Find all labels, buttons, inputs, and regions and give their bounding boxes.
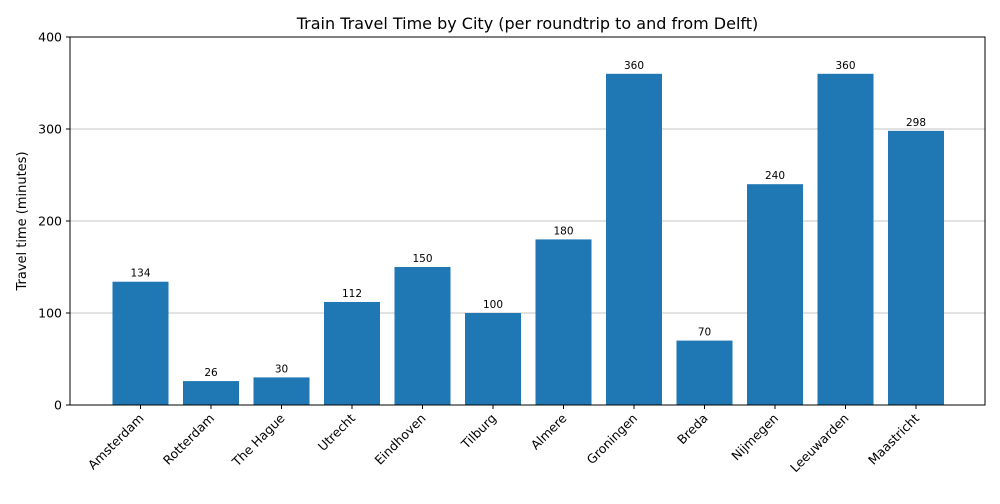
x-tick-label: Breda <box>674 411 711 448</box>
data-label: 112 <box>342 288 362 300</box>
x-tick-label: Amsterdam <box>85 411 147 473</box>
data-label: 30 <box>275 363 288 375</box>
data-label: 298 <box>906 117 926 129</box>
x-tick-label: Leeuwarden <box>787 411 852 476</box>
y-tick-label: 300 <box>38 122 62 137</box>
data-label: 150 <box>412 253 432 265</box>
x-ticks: Amsterdam Rotterdam The Hague Utrecht Eindho… <box>85 405 922 475</box>
data-label: 70 <box>698 327 711 339</box>
x-tick-label: Tilburg <box>457 411 499 453</box>
y-tick-label: 400 <box>38 30 62 45</box>
data-label: 360 <box>835 60 855 72</box>
x-tick-label: Maastricht <box>865 410 922 467</box>
x-tick-label: Groningen <box>583 411 640 468</box>
bar <box>112 281 169 405</box>
bar <box>747 184 803 405</box>
bar <box>817 73 874 406</box>
data-label: 26 <box>204 367 218 379</box>
y-axis-label: Travel time (minutes) <box>15 151 30 291</box>
chart-title: Train Travel Time by City (per roundtrip… <box>296 14 759 33</box>
bars <box>112 73 944 406</box>
x-tick-label: Almere <box>528 410 570 452</box>
y-tick-label: 0 <box>54 398 62 413</box>
data-label: 134 <box>130 268 150 280</box>
y-tick-label: 100 <box>38 306 62 321</box>
bar <box>606 73 662 406</box>
bar <box>253 377 310 405</box>
x-tick-label: Utrecht <box>315 410 358 453</box>
y-ticks: 0 100 200 300 400 <box>38 30 70 413</box>
data-label: 180 <box>553 225 573 237</box>
data-labels: 134 26 30 112 150 100 180 360 70 240 360 298 <box>130 60 926 379</box>
bar <box>183 381 239 405</box>
bar <box>676 340 733 405</box>
y-tick-label: 200 <box>38 214 62 229</box>
bar <box>394 267 451 405</box>
bar <box>535 239 592 405</box>
x-tick-label: The Hague <box>228 410 287 469</box>
x-tick-label: Rotterdam <box>160 411 217 468</box>
x-tick-label: Nijmegen <box>728 411 781 464</box>
data-label: 100 <box>483 299 503 311</box>
bar <box>888 130 944 405</box>
x-tick-label: Eindhoven <box>371 411 428 468</box>
data-label: 240 <box>765 170 785 182</box>
bar <box>324 301 380 405</box>
bar <box>465 313 521 405</box>
data-label: 360 <box>624 60 644 72</box>
